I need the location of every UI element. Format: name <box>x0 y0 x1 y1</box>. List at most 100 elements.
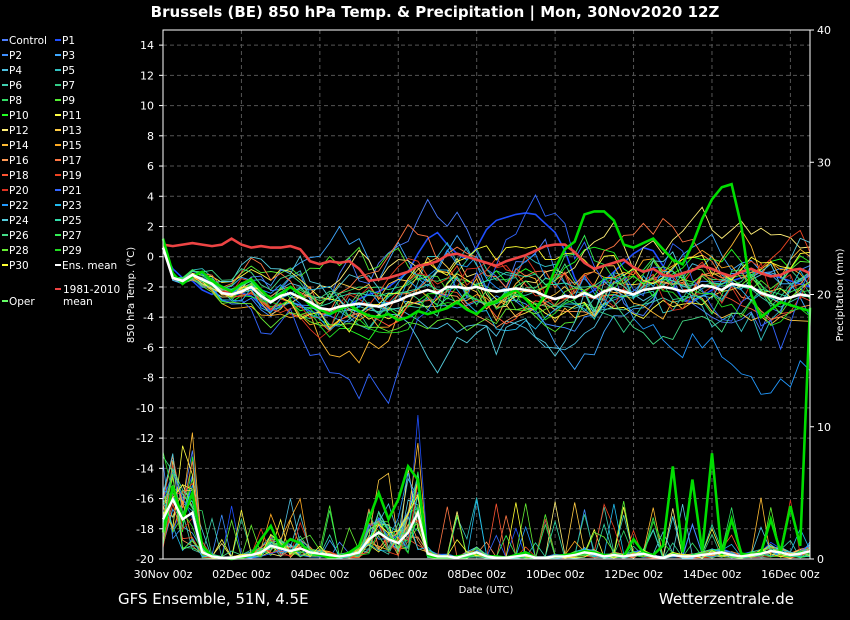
x-tick-label: 10Dec 00z <box>526 568 585 581</box>
y-tick-label: -8 <box>143 372 154 385</box>
member-temp-p19 <box>162 229 811 319</box>
ens-mean-precip-line <box>161 496 811 559</box>
x-tick-label: 16Dec 00z <box>761 568 820 581</box>
legend-label: P23 <box>62 200 82 212</box>
legend-label: P9 <box>62 95 75 107</box>
y-axis-label: 850 hPa Temp. (°C) <box>126 247 137 343</box>
legend-label: P8 <box>9 95 22 107</box>
x-tick-label: 12Dec 00z <box>604 568 663 581</box>
y2-tick-label: 40 <box>817 24 831 37</box>
x-tick-label: 04Dec 00z <box>291 568 350 581</box>
legend-label: P13 <box>62 125 82 137</box>
y-tick-label: -18 <box>136 523 154 536</box>
member-temp-p24 <box>162 237 811 374</box>
x-axis-label: Date (UTC) <box>459 585 514 596</box>
oper-temp-line <box>161 182 811 322</box>
legend-label-climo-2: mean <box>63 296 93 308</box>
y-tick-label: -6 <box>143 341 154 354</box>
member-temp-p9 <box>162 244 811 333</box>
member-temp-p16 <box>162 244 811 329</box>
legend-label: P19 <box>62 170 82 182</box>
legend-label: P16 <box>9 155 29 167</box>
x-tick-label: 14Dec 00z <box>683 568 742 581</box>
legend-label: P6 <box>9 80 22 92</box>
legend-label: P18 <box>9 170 29 182</box>
footer-source: Wetterzentrale.de <box>659 590 794 608</box>
legend-label: P28 <box>9 245 29 257</box>
member-temp-p23 <box>162 244 811 332</box>
y-tick-label: 8 <box>147 130 154 143</box>
ens-mean-temp-line <box>161 247 811 311</box>
member-precip-p16 <box>162 475 811 559</box>
member-precip-p12 <box>162 468 811 560</box>
oper-precip-line <box>161 307 812 561</box>
legend-label-oper: Oper <box>9 296 35 308</box>
legend-label: Ens. mean <box>62 260 117 272</box>
legend-label: P22 <box>9 200 29 212</box>
y-tick-label: 0 <box>147 251 154 264</box>
member-precip-p27 <box>162 471 811 559</box>
legend-label: P11 <box>62 110 82 122</box>
x-tick-label: 30Nov 00z <box>134 568 193 581</box>
y2-tick-label: 10 <box>817 421 831 434</box>
y-tick-label: 10 <box>140 100 154 113</box>
legend-label: P5 <box>62 65 75 77</box>
y2-tick-label: 20 <box>817 289 831 302</box>
y-tick-label: 4 <box>147 190 154 203</box>
legend-label: P14 <box>9 140 29 152</box>
y-tick-label: 2 <box>147 220 154 233</box>
y-tick-label: 6 <box>147 160 154 173</box>
legend-label: P24 <box>9 215 29 227</box>
legend-label: P3 <box>62 50 75 62</box>
member-precip-p22 <box>162 473 811 560</box>
legend-label: P26 <box>9 230 29 242</box>
y2-tick-label: 30 <box>817 156 831 169</box>
legend-label: P27 <box>62 230 82 242</box>
climatology-mean-line <box>162 237 811 283</box>
y2-axis-label: Precipitation (mm) <box>835 248 846 341</box>
legend-label: P20 <box>9 185 29 197</box>
y-tick-label: -10 <box>136 402 154 415</box>
y-tick-label: -4 <box>143 311 154 324</box>
y-tick-label: -12 <box>136 432 154 445</box>
y-tick-label: 14 <box>140 39 154 52</box>
x-tick-label: 02Dec 00z <box>212 568 271 581</box>
footer-model: GFS Ensemble, 51N, 4.5E <box>118 590 309 608</box>
y-tick-label: -20 <box>136 553 154 566</box>
member-temp-p13 <box>162 244 811 325</box>
series-layer <box>161 182 812 561</box>
legend-label: P12 <box>9 125 29 137</box>
legend-label-climo: 1981-2010 <box>63 284 120 296</box>
member-precip-p28 <box>162 473 811 559</box>
y2-axis-ticks: 0 10 20 30 40 <box>810 24 831 566</box>
y-tick-label: 12 <box>140 69 154 82</box>
y2-tick-label: 0 <box>817 553 824 566</box>
member-temp-p22 <box>162 244 811 395</box>
legend-label: P25 <box>62 215 82 227</box>
legend-label: P2 <box>9 50 22 62</box>
member-precip-p25 <box>162 467 811 560</box>
legend: Control P1 P2 P3 P4 P5 P6 P7 P8 P9 P10 P11 P12 P13 P14… <box>2 35 120 308</box>
y-tick-label: -14 <box>136 462 154 475</box>
legend-label: P15 <box>62 140 82 152</box>
plot-frame <box>162 29 811 560</box>
y-tick-label: -2 <box>143 281 154 294</box>
legend-label: P1 <box>62 35 75 47</box>
chart-grid <box>163 30 810 559</box>
legend-label: P17 <box>62 155 82 167</box>
member-temp-p15 <box>162 244 811 332</box>
legend-label: P21 <box>62 185 82 197</box>
legend-label: P7 <box>62 80 75 92</box>
chart-title: Brussels (BE) 850 hPa Temp. & Precipitat… <box>151 3 720 22</box>
member-precip-p21 <box>162 472 811 560</box>
legend-label: P4 <box>9 65 22 77</box>
member-precip-p20 <box>162 465 811 559</box>
x-tick-label: 06Dec 00z <box>369 568 428 581</box>
member-precip-p5 <box>162 476 811 560</box>
x-tick-label: 08Dec 00z <box>447 568 506 581</box>
member-precip-p2 <box>162 462 811 560</box>
legend-label: Control <box>9 35 47 47</box>
member-precip-p9 <box>162 478 811 560</box>
